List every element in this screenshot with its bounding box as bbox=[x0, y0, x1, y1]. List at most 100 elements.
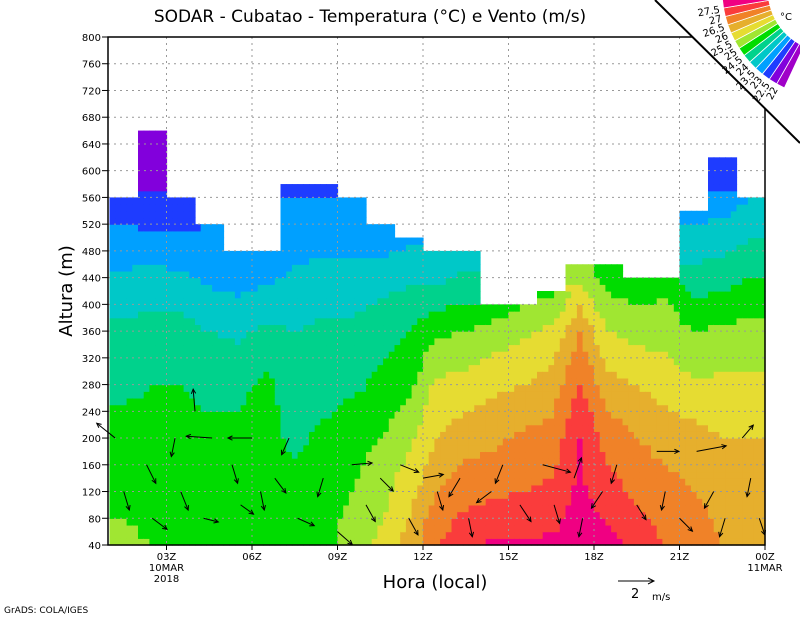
contour-cell bbox=[542, 351, 549, 359]
contour-cell bbox=[485, 364, 492, 372]
contour-cell bbox=[212, 291, 219, 299]
contour-cell bbox=[628, 284, 635, 292]
contour-cell bbox=[371, 230, 378, 239]
contour-cell bbox=[719, 291, 726, 299]
contour-cell bbox=[212, 324, 219, 332]
contour-cell bbox=[673, 464, 681, 473]
contour-cell bbox=[668, 491, 675, 499]
contour-cell bbox=[234, 444, 242, 453]
contour-cell bbox=[240, 257, 247, 265]
contour-cell bbox=[120, 471, 128, 479]
contour-cell bbox=[320, 270, 327, 279]
contour-cell bbox=[200, 230, 207, 239]
contour-cell bbox=[348, 471, 356, 479]
contour-cell bbox=[183, 204, 190, 212]
contour-cell bbox=[405, 397, 413, 406]
contour-cell bbox=[565, 357, 572, 366]
contour-cell bbox=[331, 190, 339, 199]
contour-cell bbox=[531, 471, 538, 479]
contour-cell bbox=[263, 511, 270, 519]
contour-cell bbox=[400, 371, 407, 379]
contour-cell bbox=[217, 411, 225, 419]
contour-cell bbox=[132, 538, 139, 546]
contour-cell bbox=[480, 384, 487, 392]
contour-cell bbox=[132, 451, 139, 459]
contour-cell bbox=[582, 284, 589, 292]
contour-cell bbox=[696, 351, 703, 359]
contour-cell bbox=[371, 264, 378, 272]
contour-cell bbox=[662, 284, 669, 292]
contour-cell bbox=[320, 524, 327, 533]
contour-cell bbox=[719, 418, 726, 426]
contour-cell bbox=[309, 344, 316, 352]
contour-cell bbox=[337, 304, 344, 312]
contour-cell bbox=[673, 438, 681, 446]
contour-cell bbox=[143, 384, 150, 392]
contour-cell bbox=[269, 438, 276, 446]
contour-cell bbox=[234, 498, 242, 506]
contour-cell bbox=[514, 418, 521, 426]
contour-cell bbox=[690, 404, 698, 412]
contour-cell bbox=[280, 377, 287, 386]
contour-cell bbox=[554, 451, 561, 459]
contour-cell bbox=[502, 471, 510, 479]
contour-cell bbox=[565, 291, 572, 299]
contour-cell bbox=[234, 484, 242, 493]
contour-cell bbox=[115, 237, 122, 245]
contour-cell bbox=[183, 197, 190, 205]
contour-cell bbox=[645, 431, 652, 439]
contour-cell bbox=[440, 317, 447, 326]
contour-cell bbox=[200, 344, 207, 352]
contour-cell bbox=[645, 304, 652, 312]
contour-cell bbox=[696, 244, 703, 252]
contour-cell bbox=[525, 304, 532, 312]
contour-cell bbox=[519, 331, 527, 339]
contour-cell bbox=[537, 404, 544, 412]
contour-cell bbox=[223, 451, 230, 459]
contour-cell bbox=[337, 484, 344, 493]
contour-cell bbox=[594, 371, 601, 379]
contour-cell bbox=[138, 284, 145, 292]
contour-cell bbox=[177, 284, 185, 292]
contour-cell bbox=[212, 458, 219, 466]
contour-cell bbox=[155, 317, 162, 326]
contour-cell bbox=[485, 351, 492, 359]
contour-cell bbox=[656, 524, 663, 533]
contour-cell bbox=[309, 357, 316, 366]
contour-cell bbox=[462, 324, 470, 332]
contour-cell bbox=[719, 484, 726, 493]
contour-cell bbox=[394, 458, 401, 466]
contour-cell bbox=[468, 458, 475, 466]
contour-cell bbox=[462, 297, 470, 305]
contour-cell bbox=[360, 431, 367, 439]
contour-cell bbox=[212, 491, 219, 499]
contour-cell bbox=[326, 297, 333, 305]
contour-cell bbox=[337, 444, 344, 453]
contour-cell bbox=[229, 250, 236, 259]
contour-cell bbox=[234, 344, 242, 352]
contour-cell bbox=[377, 317, 384, 326]
contour-cell bbox=[120, 311, 128, 319]
contour-cell bbox=[149, 411, 156, 419]
contour-cell bbox=[428, 444, 435, 453]
contour-cell bbox=[354, 538, 361, 546]
contour-cell bbox=[371, 451, 378, 459]
contour-cell bbox=[314, 451, 321, 459]
contour-cell bbox=[542, 304, 549, 312]
contour-cell bbox=[383, 351, 390, 359]
contour-cell bbox=[508, 484, 515, 493]
contour-cell bbox=[274, 337, 282, 346]
contour-cell bbox=[274, 297, 282, 305]
contour-cell bbox=[502, 364, 510, 372]
contour-cell bbox=[132, 377, 139, 386]
contour-cell bbox=[166, 444, 173, 453]
contour-cell bbox=[485, 471, 492, 479]
contour-cell bbox=[474, 257, 481, 265]
contour-cell bbox=[195, 384, 202, 392]
contour-cell bbox=[599, 484, 606, 493]
contour-cell bbox=[491, 471, 498, 479]
contour-cell bbox=[360, 498, 367, 506]
contour-cell bbox=[605, 498, 612, 506]
contour-cell bbox=[480, 364, 487, 372]
contour-cell bbox=[138, 451, 145, 459]
